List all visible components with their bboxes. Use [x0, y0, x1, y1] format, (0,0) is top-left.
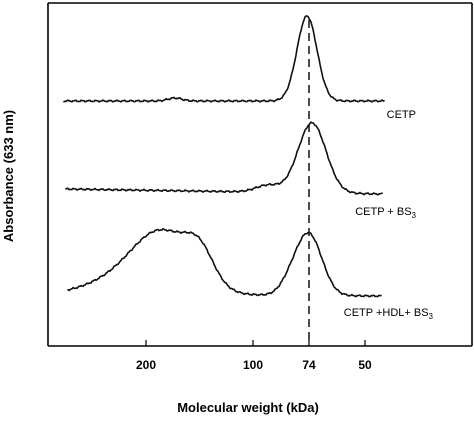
series-label-3: CETP +HDL+ BS3 [344, 307, 434, 321]
trace-1 [63, 15, 385, 103]
series-labels: CETP CETP + BS3 CETP +HDL+ BS3 [344, 109, 434, 321]
x-axis-title: Molecular weight (kDa) [177, 400, 319, 415]
x-tick-label-200: 200 [136, 358, 156, 372]
x-axis-ticks: 200 100 74 50 [136, 340, 372, 372]
x-tick-label-100: 100 [243, 358, 263, 372]
plot-frame [47, 2, 473, 347]
trace-2 [65, 121, 383, 196]
traces [63, 15, 385, 298]
series-label-2: CETP + BS3 [355, 206, 416, 220]
x-tick-label-74: 74 [302, 358, 316, 372]
x-tick-label-50: 50 [358, 358, 372, 372]
series-label-1: CETP [387, 109, 416, 121]
y-axis-title: Absorbance (633 nm) [1, 110, 16, 242]
trace-3 [67, 228, 382, 298]
